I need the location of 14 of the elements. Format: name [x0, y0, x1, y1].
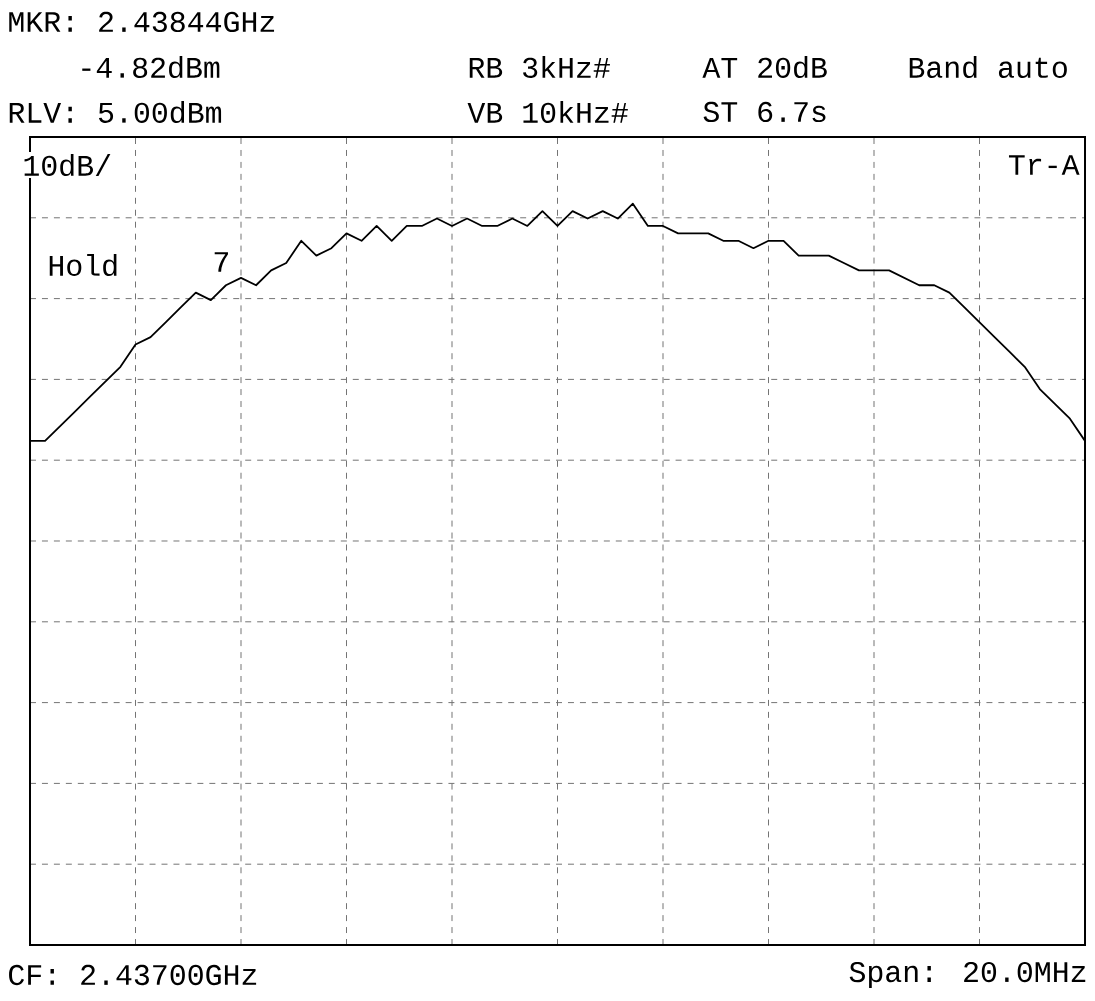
text: RB 3kHz# — [469, 56, 610, 78]
text: Tr-A — [1008, 155, 1080, 175]
text: ST 6.7s — [703, 101, 826, 123]
text: MKR: 2.43844GHz — [9, 11, 275, 33]
text: VB 10kHz# — [467, 101, 628, 123]
annotation: Hold — [49, 253, 117, 277]
text: CF: 2.43700GHz — [9, 964, 257, 986]
annotation: 7 — [214, 252, 228, 272]
text: RLV: 5.00dBm — [9, 100, 222, 123]
text: Span: 20.0MHz — [849, 961, 1086, 989]
text: AT 20dB — [702, 55, 827, 78]
text: Band auto — [909, 55, 1067, 78]
text: 10dB/ — [24, 153, 111, 176]
text: -4.82dBm — [82, 55, 220, 78]
